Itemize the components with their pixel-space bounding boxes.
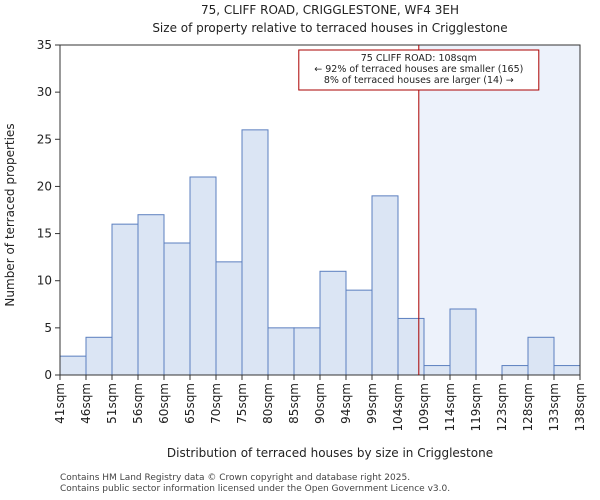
annotation-box <box>298 49 540 91</box>
x-tick-label-133sqm: 133sqm <box>547 383 561 431</box>
x-tick-label-138sqm: 138sqm <box>573 383 587 431</box>
x-tick-label-90sqm: 90sqm <box>313 383 327 424</box>
x-tick-label-41sqm: 41sqm <box>53 383 67 424</box>
plot-frame <box>59 44 581 376</box>
x-axis-label: Distribution of terraced houses by size … <box>167 446 493 460</box>
x-tick-label-80sqm: 80sqm <box>261 383 275 424</box>
footer-line-2: Contains public sector information licen… <box>60 484 451 494</box>
x-tick-label-46sqm: 46sqm <box>79 383 93 424</box>
x-tick-label-70sqm: 70sqm <box>209 383 223 424</box>
bar-75sqm <box>241 129 269 376</box>
bar-123sqm <box>501 365 529 376</box>
y-tick-label-35: 35 <box>37 38 52 52</box>
annotation-line-3: 8% of terraced houses are larger (14) → <box>324 75 514 86</box>
y-tick-label-0: 0 <box>44 368 52 382</box>
bar-70sqm <box>215 261 243 376</box>
x-tick-label-123sqm: 123sqm <box>495 383 509 431</box>
y-axis-label: Number of terraced properties <box>3 123 17 306</box>
footer-line-1: Contains HM Land Registry data © Crown c… <box>60 473 411 483</box>
annotation-line-2: ← 92% of terraced houses are smaller (16… <box>314 64 523 75</box>
bar-41sqm <box>59 355 87 376</box>
bar-65sqm <box>189 176 217 376</box>
bar-133sqm <box>553 365 581 376</box>
x-tick-label-65sqm: 65sqm <box>183 383 197 424</box>
x-tick-label-119sqm: 119sqm <box>469 383 483 431</box>
bar-56sqm <box>137 214 165 376</box>
bar-114sqm <box>449 308 477 376</box>
bar-109sqm <box>423 365 451 376</box>
x-tick-label-56sqm: 56sqm <box>131 383 145 424</box>
x-tick-label-128sqm: 128sqm <box>521 383 535 431</box>
bar-94sqm <box>345 289 373 376</box>
bar-51sqm <box>111 223 139 376</box>
x-tick-label-51sqm: 51sqm <box>105 383 119 424</box>
y-tick-label-10: 10 <box>37 274 52 288</box>
plot-area: 0 5 10 15 20 25 30 35 41sqm 46sqm 51sqm 56sqm 60sqm 6… <box>37 38 587 431</box>
bar-80sqm <box>267 327 295 376</box>
x-tick-label-60sqm: 60sqm <box>157 383 171 424</box>
x-tick-label-94sqm: 94sqm <box>339 383 353 424</box>
bar-99sqm <box>371 195 399 376</box>
y-tick-label-20: 20 <box>37 179 52 193</box>
bar-chart: 75, CLIFF ROAD, CRIGGLESTONE, WF4 3EH Si… <box>3 3 587 460</box>
chart-title: 75, CLIFF ROAD, CRIGGLESTONE, WF4 3EH <box>201 3 459 17</box>
bar-90sqm <box>319 270 347 376</box>
larger-region-highlight <box>418 45 580 375</box>
bar-46sqm <box>85 336 113 376</box>
x-tick-label-85sqm: 85sqm <box>287 383 301 424</box>
y-tick-label-15: 15 <box>37 227 52 241</box>
x-tick-label-104sqm: 104sqm <box>391 383 405 431</box>
x-tick-label-114sqm: 114sqm <box>443 383 457 431</box>
chart-subtitle: Size of property relative to terraced ho… <box>152 21 507 35</box>
y-tick-label-5: 5 <box>44 321 52 335</box>
bar-128sqm <box>527 336 555 376</box>
x-tick-label-99sqm: 99sqm <box>365 383 379 424</box>
bar-85sqm <box>293 327 321 376</box>
y-tick-label-30: 30 <box>37 85 52 99</box>
x-tick-label-75sqm: 75sqm <box>235 383 249 424</box>
y-tick-label-25: 25 <box>37 132 52 146</box>
bar-60sqm <box>163 242 191 376</box>
bar-104sqm <box>397 317 425 376</box>
x-tick-label-109sqm: 109sqm <box>417 383 431 431</box>
annotation-line-1: 75 CLIFF ROAD: 108sqm <box>361 53 477 64</box>
